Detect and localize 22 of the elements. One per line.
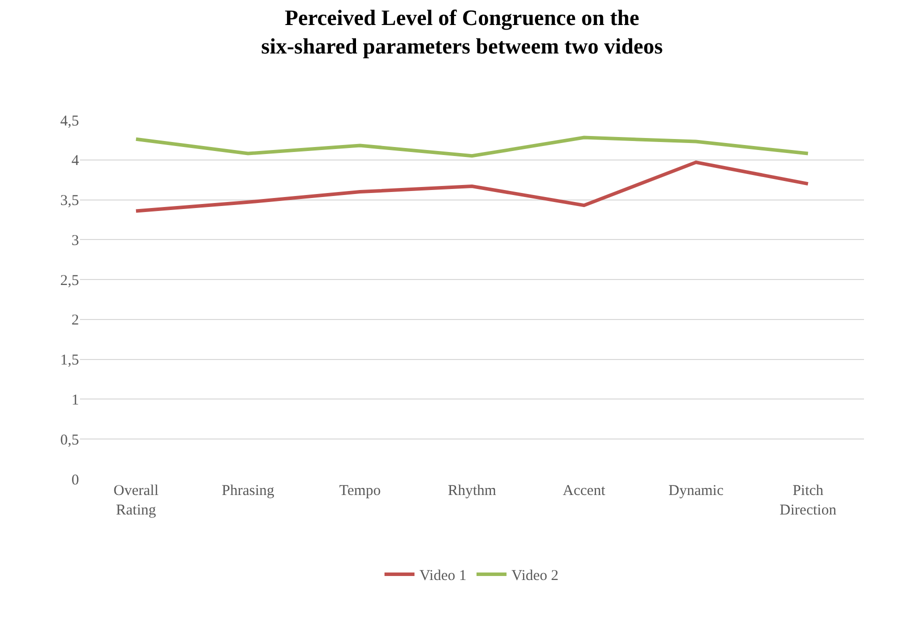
y-tick-label: 3,5	[60, 193, 79, 210]
y-tick-label: 0,5	[60, 432, 79, 448]
y-tick-label: 4,5	[60, 113, 79, 130]
x-tick-label: Rhythm	[448, 483, 496, 499]
y-tick-label: 1	[72, 392, 79, 408]
legend-label: Video 1	[420, 568, 467, 584]
y-tick-label: 1,5	[60, 352, 79, 369]
x-tick-label: Pitch Direction	[780, 483, 837, 518]
x-tick-label: Phrasing	[222, 483, 275, 499]
y-tick-label: 2,5	[60, 272, 79, 289]
chart-title: Perceived Level of Congruence on the six-shared parameters betweem two videos	[261, 4, 664, 58]
y-tick-label: 0	[72, 472, 79, 488]
x-tick-label: Dynamic	[668, 483, 724, 499]
y-tick-label: 4	[72, 153, 80, 170]
y-tick-label: 3	[72, 232, 79, 249]
line-series	[134, 160, 810, 213]
x-tick-label: Tempo	[339, 483, 381, 499]
x-tick-label: Overall Rating	[114, 483, 158, 518]
line-series	[134, 136, 810, 158]
legend-label: Video 2	[512, 568, 559, 584]
y-tick-label: 2	[72, 312, 79, 329]
x-tick-label: Accent	[562, 483, 606, 499]
